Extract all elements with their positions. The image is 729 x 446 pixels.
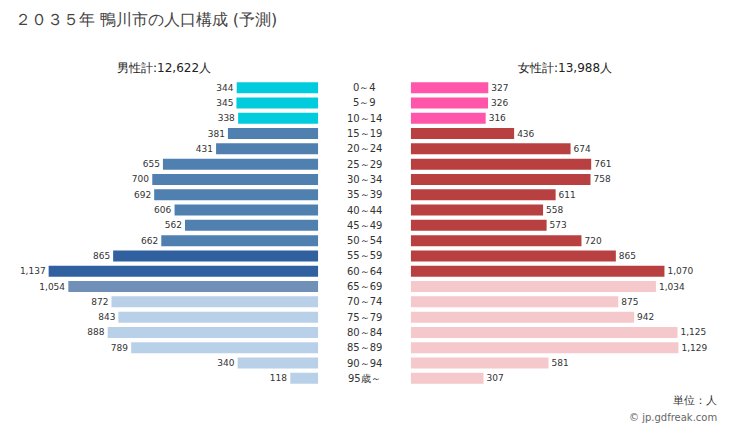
svg-text:10～14: 10～14 (347, 113, 382, 124)
svg-text:942: 942 (637, 312, 654, 322)
svg-text:65～69: 65～69 (347, 281, 382, 292)
svg-text:558: 558 (546, 205, 563, 215)
svg-text:30～34: 30～34 (347, 174, 382, 185)
svg-text:1,070: 1,070 (667, 266, 693, 276)
svg-text:611: 611 (559, 190, 576, 200)
svg-text:843: 843 (98, 312, 115, 322)
svg-text:単位：人: 単位：人 (673, 394, 717, 407)
svg-text:345: 345 (216, 98, 233, 108)
svg-text:1,129: 1,129 (681, 343, 707, 353)
svg-text:15～19: 15～19 (347, 128, 382, 139)
svg-text:0～4: 0～4 (353, 82, 376, 93)
svg-text:1,137: 1,137 (20, 266, 46, 276)
svg-text:75～79: 75～79 (347, 312, 382, 323)
svg-text:888: 888 (87, 327, 104, 337)
svg-text:男性計:12,622人: 男性計:12,622人 (117, 61, 211, 75)
svg-text:700: 700 (132, 174, 149, 184)
svg-text:50～54: 50～54 (347, 235, 382, 246)
svg-text:327: 327 (491, 83, 508, 93)
svg-text:758: 758 (593, 174, 610, 184)
svg-text:95歳～: 95歳～ (348, 373, 381, 384)
svg-text:90～94: 90～94 (347, 358, 382, 369)
svg-text:40～44: 40～44 (347, 205, 382, 216)
svg-text:340: 340 (217, 358, 234, 368)
svg-text:865: 865 (93, 251, 110, 261)
svg-text:35～39: 35～39 (347, 189, 382, 200)
svg-text:573: 573 (550, 220, 567, 230)
svg-text:1,125: 1,125 (680, 327, 706, 337)
svg-text:338: 338 (218, 113, 235, 123)
svg-text:562: 562 (165, 220, 182, 230)
svg-text:326: 326 (491, 98, 508, 108)
svg-text:25～29: 25～29 (347, 159, 382, 170)
svg-text:875: 875 (621, 297, 638, 307)
svg-text:865: 865 (619, 251, 636, 261)
svg-text:344: 344 (216, 83, 233, 93)
svg-text:436: 436 (517, 129, 534, 139)
svg-text:80～84: 80～84 (347, 327, 382, 338)
svg-text:662: 662 (141, 236, 158, 246)
svg-text:581: 581 (552, 358, 569, 368)
svg-text:85～89: 85～89 (347, 342, 382, 353)
svg-text:316: 316 (489, 113, 506, 123)
svg-text:789: 789 (111, 343, 128, 353)
svg-text:674: 674 (574, 144, 591, 154)
svg-text:118: 118 (270, 373, 287, 383)
svg-text:55～59: 55～59 (347, 250, 382, 261)
svg-text:２０３５年 鴨川市の人口構成 (予測): ２０３５年 鴨川市の人口構成 (予測) (15, 10, 278, 29)
svg-text:45～49: 45～49 (347, 220, 382, 231)
svg-text:1,034: 1,034 (659, 282, 685, 292)
svg-text:655: 655 (143, 159, 160, 169)
svg-text:1,054: 1,054 (39, 282, 65, 292)
svg-text:女性計:13,988人: 女性計:13,988人 (518, 61, 612, 75)
svg-text:606: 606 (154, 205, 171, 215)
svg-text:60～64: 60～64 (347, 266, 382, 277)
svg-text:20～24: 20～24 (347, 143, 382, 154)
svg-text:872: 872 (91, 297, 108, 307)
svg-text:307: 307 (487, 373, 504, 383)
svg-text:720: 720 (584, 236, 601, 246)
svg-text:5～9: 5～9 (353, 97, 376, 108)
svg-text:381: 381 (208, 129, 225, 139)
svg-text:761: 761 (594, 159, 611, 169)
svg-text:431: 431 (196, 144, 213, 154)
svg-text:692: 692 (134, 190, 151, 200)
svg-text:70～74: 70～74 (347, 296, 382, 307)
svg-text:© jp.gdfreak.com: © jp.gdfreak.com (629, 412, 717, 423)
